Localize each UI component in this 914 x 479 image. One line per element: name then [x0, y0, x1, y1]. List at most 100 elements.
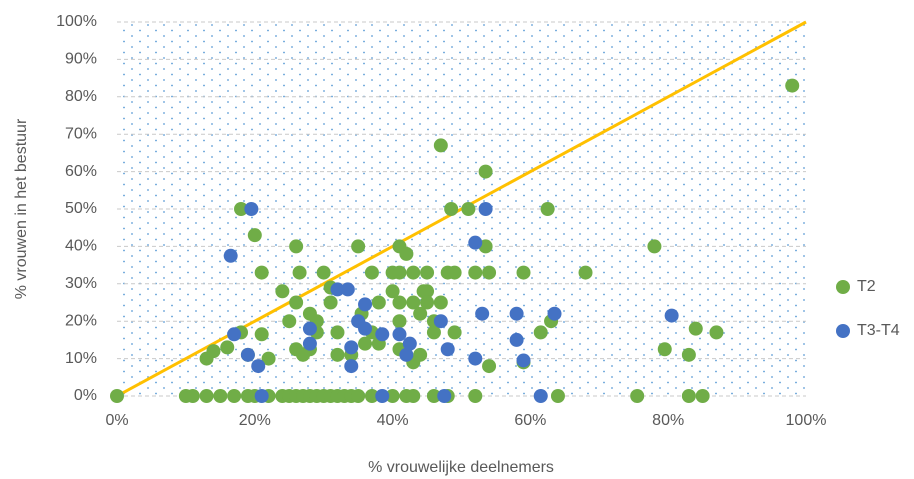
point [206, 344, 221, 359]
legend-marker [836, 280, 850, 294]
point [688, 321, 703, 336]
point [478, 164, 493, 179]
point [516, 265, 531, 280]
point [630, 389, 645, 403]
point [296, 347, 311, 362]
point [220, 340, 235, 355]
y-tick-label: 10% [65, 350, 97, 367]
point [251, 359, 266, 374]
point [785, 78, 800, 93]
y-tick-label: 40% [65, 238, 97, 255]
point [261, 351, 276, 366]
point [244, 202, 259, 216]
point [399, 246, 414, 261]
point [234, 202, 249, 216]
point [447, 265, 462, 280]
point [433, 138, 448, 153]
point [413, 306, 428, 321]
point [385, 284, 400, 299]
point [420, 295, 435, 310]
point [358, 321, 373, 336]
point [461, 202, 476, 216]
point [199, 389, 214, 403]
point [289, 239, 304, 254]
point [351, 239, 366, 254]
point [392, 265, 407, 280]
y-tick-label: 60% [65, 163, 97, 180]
point [420, 265, 435, 280]
point [578, 265, 593, 280]
point [468, 265, 483, 280]
point [550, 389, 565, 403]
y-tick-label: 50% [65, 200, 97, 217]
point [437, 389, 452, 403]
point [375, 327, 390, 342]
point [254, 265, 269, 280]
y-tick-label: 90% [65, 51, 97, 68]
point [375, 389, 390, 403]
point [433, 295, 448, 310]
y-axis-label: % vrouwen in het bestuur [13, 118, 30, 299]
point [468, 389, 483, 403]
x-tick-label: 60% [514, 412, 546, 429]
point [681, 347, 696, 362]
point [482, 265, 497, 280]
point [433, 314, 448, 329]
point [302, 321, 317, 336]
point [247, 228, 262, 243]
point [289, 295, 304, 310]
point [344, 359, 359, 374]
point [509, 332, 524, 347]
point [402, 336, 417, 351]
point [533, 325, 548, 340]
point [509, 306, 524, 321]
point [399, 347, 414, 362]
point [540, 202, 555, 216]
point [478, 202, 493, 216]
point [240, 347, 255, 362]
point [223, 248, 238, 263]
point [316, 265, 331, 280]
point [475, 306, 490, 321]
point [406, 265, 421, 280]
legend-marker [836, 324, 850, 338]
point [647, 239, 662, 254]
point [227, 389, 242, 403]
point [358, 336, 373, 351]
point [695, 389, 710, 403]
point [364, 389, 379, 403]
x-tick-label: 100% [786, 412, 827, 429]
point [447, 325, 462, 340]
point [547, 306, 562, 321]
point [302, 336, 317, 351]
point [110, 389, 124, 403]
point [406, 295, 421, 310]
point [330, 347, 345, 362]
point [227, 327, 242, 342]
x-axis-label: % vrouwelijke deelnemers [368, 459, 554, 476]
point [330, 282, 345, 297]
point [468, 351, 483, 366]
y-tick-label: 20% [65, 312, 97, 329]
x-tick-label: 80% [652, 412, 684, 429]
point [371, 295, 386, 310]
point [426, 389, 441, 403]
point [392, 327, 407, 342]
point [426, 325, 441, 340]
point [185, 389, 200, 403]
point [323, 295, 338, 310]
point [364, 265, 379, 280]
point [254, 327, 269, 342]
y-tick-label: 100% [56, 13, 97, 30]
point [213, 389, 228, 403]
point [351, 389, 366, 403]
legend-label: T2 [857, 278, 876, 295]
y-tick-label: 70% [65, 125, 97, 142]
x-tick-label: 40% [377, 412, 409, 429]
point [516, 353, 531, 368]
x-tick-label: 0% [105, 412, 128, 429]
point [275, 284, 290, 299]
point [444, 202, 459, 216]
point [392, 314, 407, 329]
